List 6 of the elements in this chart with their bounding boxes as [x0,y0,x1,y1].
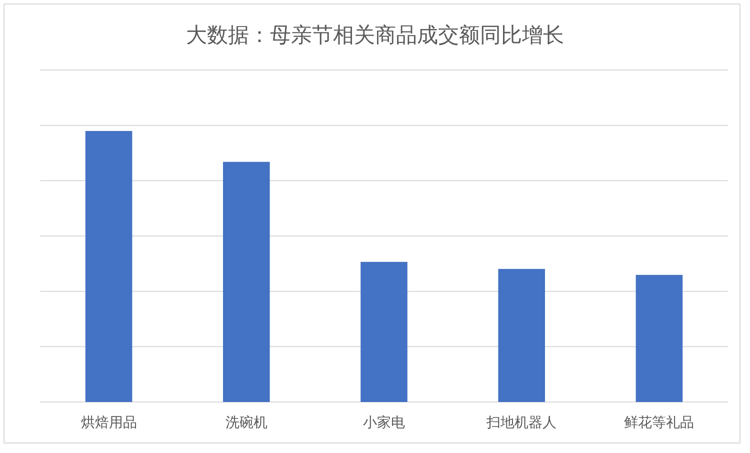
x-tick-label: 洗碗机 [225,414,268,430]
x-tick-label: 烘焙用品 [80,414,137,430]
x-tick-label: 扫地机器人 [486,414,557,430]
x-tick-label: 鲜花等礼品 [624,414,694,430]
chart-title: 大数据：母亲节相关商品成交额同比增长 [186,24,564,47]
x-tick-label: 小家电 [363,414,405,430]
